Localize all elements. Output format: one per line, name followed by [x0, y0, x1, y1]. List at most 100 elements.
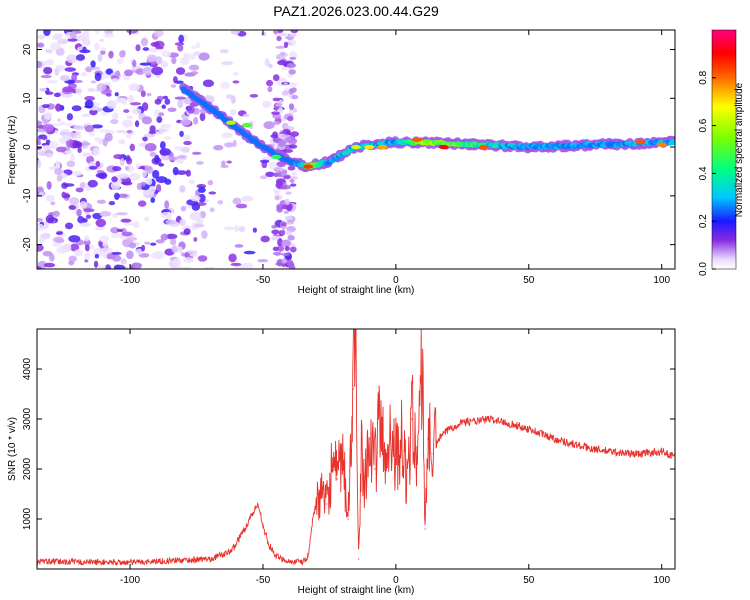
spectrogram-noise-blob — [80, 72, 88, 77]
snr-point — [554, 438, 556, 440]
spectrogram-noise-blob — [125, 155, 131, 162]
ridge-peak — [438, 144, 449, 150]
spectrogram-noise-blob — [92, 147, 101, 156]
spectrogram-noise-blob — [288, 103, 295, 110]
spectrogram-noise-blob — [284, 245, 290, 251]
spectrogram-noise-blob — [266, 79, 274, 87]
spectrogram-noise-blob — [232, 71, 239, 76]
spectrogram-noise-blob — [273, 166, 284, 171]
spectrogram-noise-blob — [219, 49, 229, 54]
spectrogram-noise-blob — [52, 242, 63, 247]
spectrogram-y-tick-label: 10 — [22, 92, 33, 104]
spectrogram-noise-blob — [110, 226, 120, 234]
spectrogram-noise-blob — [50, 201, 56, 206]
spectrogram-marks — [37, 30, 675, 269]
snr-point — [302, 561, 304, 563]
spectrogram-noise-blob — [260, 235, 270, 243]
snr-point — [241, 533, 243, 535]
spectrogram-noise-blob — [98, 235, 110, 243]
spectrogram-noise-blob — [89, 107, 98, 111]
snr-point — [262, 523, 264, 525]
spectrogram-noise-blob — [278, 170, 283, 178]
spectrogram-noise-blob — [180, 205, 187, 212]
spectrogram-noise-blob — [271, 235, 279, 241]
colorbar-tick-label: 0.0 — [698, 262, 709, 276]
spectrogram-noise-blob — [90, 244, 95, 250]
spectrogram-noise-blob — [221, 160, 226, 166]
spectrogram-noise-blob — [152, 169, 160, 179]
snr-point — [129, 561, 131, 564]
spectrogram-noise-blob — [146, 54, 158, 63]
spectrogram-noise-blob — [144, 143, 157, 152]
spectrogram-noise-blob — [47, 80, 58, 84]
spectrogram-noise-blob — [188, 53, 196, 61]
spectrogram-noise-blob — [170, 238, 177, 246]
spectrogram-noise-blob — [189, 211, 202, 221]
spectrogram-noise-blob — [175, 170, 188, 175]
spectrogram-noise-blob — [281, 169, 288, 175]
snr-point — [331, 463, 333, 465]
spectrogram-noise-blob — [69, 153, 75, 162]
spectrogram-noise-blob — [272, 97, 280, 102]
spectrogram-noise-blob — [178, 34, 185, 44]
snr-point — [411, 418, 413, 420]
spectrogram-noise-blob — [95, 218, 107, 228]
spectrogram-noise-blob — [273, 172, 280, 178]
spectrogram-noise-blob — [114, 92, 119, 97]
spectrogram-noise-blob — [82, 38, 91, 46]
spectrogram-frame — [36, 29, 676, 270]
spectrogram-noise-blob — [208, 191, 217, 195]
spectrogram-noise-blob — [285, 191, 292, 195]
colorbar-tick-label: 0.2 — [698, 214, 709, 228]
spectrogram-noise-blob — [125, 166, 130, 171]
spectrogram-noise-blob — [91, 124, 103, 129]
spectrogram-noise-blob — [42, 104, 50, 109]
spectrogram-noise-blob — [88, 165, 98, 170]
spectrogram-noise-blob — [113, 192, 120, 200]
spectrogram-noise-blob — [150, 197, 156, 203]
spectrogram-noise-blob — [83, 208, 95, 213]
spectrogram-noise-blob — [43, 262, 56, 268]
spectrogram-noise-blob — [111, 251, 122, 255]
spectrogram-noise-blob — [143, 133, 156, 138]
spectrogram-noise-blob — [131, 108, 142, 115]
snr-point — [475, 420, 477, 423]
spectrogram-noise-blob — [64, 150, 73, 154]
spectrogram-noise-blob — [66, 160, 76, 168]
spectrogram-noise-blob — [73, 125, 85, 131]
ridge-peak — [635, 139, 646, 145]
spectrogram-noise-blob — [156, 116, 163, 123]
spectrogram-noise-blob — [94, 72, 102, 82]
spectrogram-noise-blob — [83, 30, 90, 37]
spectrogram-noise-blob — [191, 151, 202, 155]
spectrogram-x-label: Height of straight line (km) — [298, 285, 415, 296]
spectrogram-y-tick-label: 0 — [22, 144, 33, 150]
spectrogram-noise-blob — [176, 155, 186, 159]
spectrogram-noise-blob — [232, 80, 240, 84]
spectrogram-noise-blob — [177, 44, 184, 52]
spectrogram-noise-blob — [257, 259, 269, 263]
spectrogram-noise-blob — [235, 203, 248, 209]
spectrogram-noise-blob — [291, 171, 298, 176]
spectrogram-noise-blob — [264, 58, 270, 67]
spectrogram-noise-blob — [277, 182, 282, 190]
spectrogram-noise-blob — [95, 30, 100, 35]
spectrogram-noise-blob — [174, 96, 187, 100]
spectrogram-noise-blob — [113, 154, 124, 160]
spectrogram-noise-blob — [55, 146, 67, 153]
spectrogram-noise-blob — [159, 148, 172, 156]
spectrogram-noise-blob — [164, 98, 171, 105]
spectrogram-noise-blob — [165, 233, 178, 240]
spectrogram-noise-blob — [84, 125, 95, 133]
snr-point — [432, 453, 434, 455]
spectrogram-noise-blob — [129, 143, 136, 152]
spectrogram-noise-blob — [46, 181, 52, 190]
spectrogram-noise-blob — [243, 250, 256, 255]
spectrogram-noise-blob — [113, 264, 126, 269]
spectrogram-noise-blob — [262, 156, 274, 161]
spectrogram-noise-blob — [177, 246, 183, 254]
spectrogram-noise-blob — [177, 99, 184, 109]
spectrogram-noise-blob — [276, 206, 284, 213]
spectrogram-noise-blob — [111, 77, 120, 83]
spectrogram-noise-blob — [105, 93, 112, 97]
